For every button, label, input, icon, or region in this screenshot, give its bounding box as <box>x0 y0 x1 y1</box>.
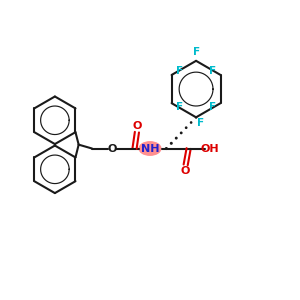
Text: F: F <box>176 66 183 76</box>
Text: O: O <box>132 121 142 130</box>
Text: F: F <box>176 102 183 112</box>
Circle shape <box>176 137 177 139</box>
Text: OH: OH <box>200 143 219 154</box>
Text: F: F <box>209 102 217 112</box>
Text: O: O <box>181 167 190 176</box>
Text: F: F <box>209 66 217 76</box>
Circle shape <box>185 127 187 128</box>
Text: F: F <box>197 118 204 128</box>
Circle shape <box>170 142 172 144</box>
Text: NH: NH <box>141 143 159 154</box>
Circle shape <box>166 148 167 149</box>
Circle shape <box>196 117 197 118</box>
Circle shape <box>190 122 192 123</box>
Text: F: F <box>193 47 200 57</box>
Text: O: O <box>107 143 117 154</box>
Circle shape <box>181 132 182 134</box>
Ellipse shape <box>138 141 162 156</box>
